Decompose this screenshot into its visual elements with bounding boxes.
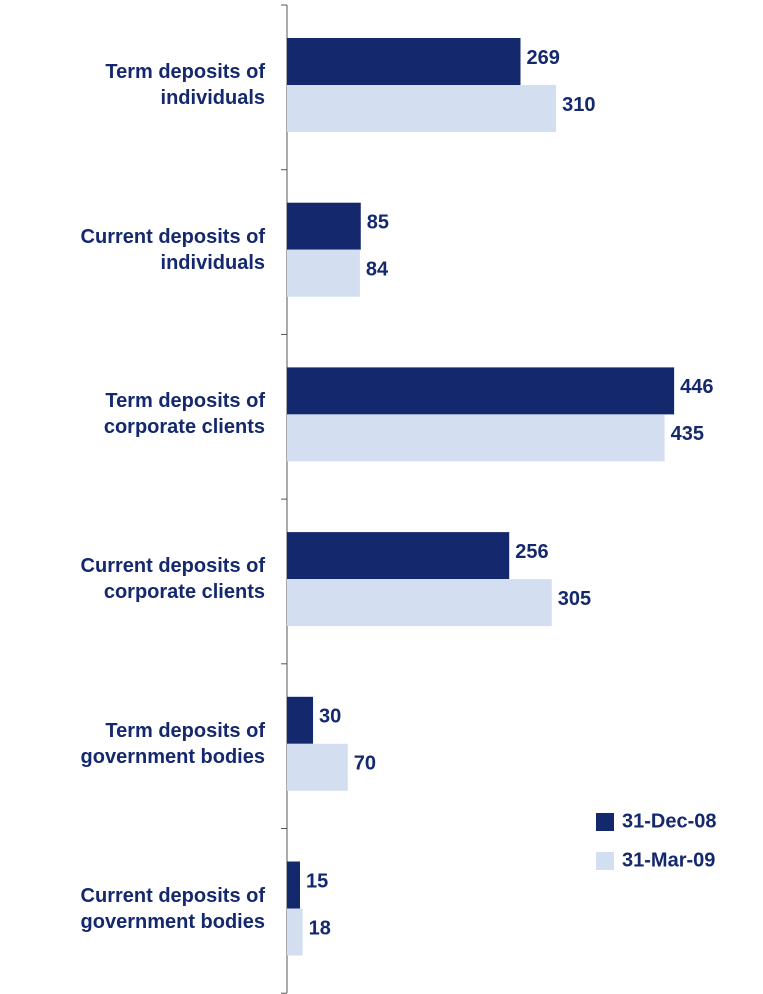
legend-swatch xyxy=(596,852,614,870)
value-label: 18 xyxy=(309,917,331,939)
value-label: 269 xyxy=(526,47,559,69)
value-label: 256 xyxy=(515,541,548,563)
bar xyxy=(287,202,361,250)
bar xyxy=(287,249,360,297)
value-label: 30 xyxy=(319,706,341,728)
value-label: 435 xyxy=(671,423,704,445)
bar xyxy=(287,579,552,627)
category-label: Term deposits of government bodies xyxy=(80,719,265,768)
category-label: Current deposits of individuals xyxy=(80,225,265,274)
bar xyxy=(287,696,314,744)
bar xyxy=(287,908,303,956)
value-label: 70 xyxy=(354,753,376,775)
value-label: 446 xyxy=(680,376,713,398)
value-label: 15 xyxy=(306,870,328,892)
category-label: Term deposits of corporate clients xyxy=(103,390,265,439)
bar xyxy=(287,38,521,85)
bar xyxy=(287,85,557,132)
value-label: 305 xyxy=(558,588,591,610)
legend-label: 31-Dec-08 xyxy=(622,810,717,832)
value-label: 310 xyxy=(562,94,595,116)
bar xyxy=(287,414,665,462)
bar xyxy=(287,367,675,415)
legend-label: 31-Mar-09 xyxy=(622,849,715,871)
category-label: Current deposits of government bodies xyxy=(80,884,265,933)
bar xyxy=(287,861,301,909)
bar xyxy=(287,743,348,791)
value-label: 85 xyxy=(367,211,389,233)
category-label: Term deposits of individuals xyxy=(105,61,265,109)
legend-swatch xyxy=(596,813,614,831)
category-label: Current deposits of corporate clients xyxy=(80,555,265,604)
value-label: 84 xyxy=(366,258,389,280)
bar xyxy=(287,532,510,580)
